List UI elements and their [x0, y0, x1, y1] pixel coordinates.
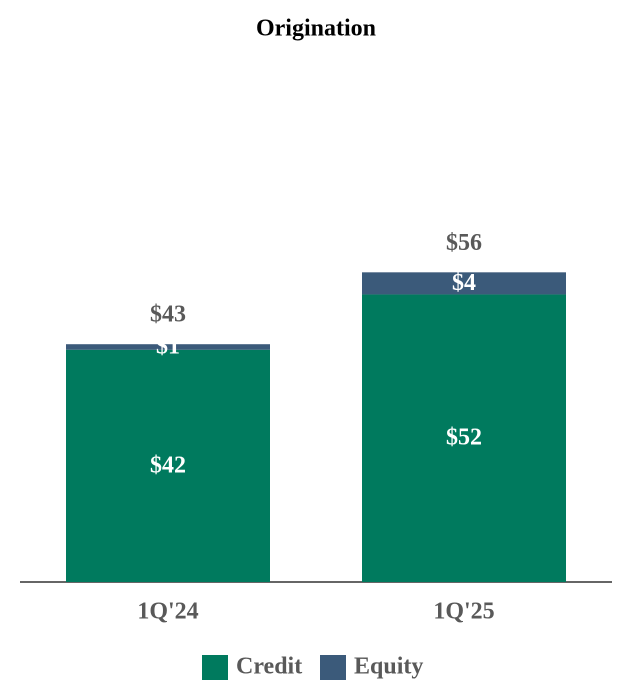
value-label: $1	[156, 333, 180, 359]
value-label: $4	[452, 270, 476, 296]
x-tick-label: 1Q'25	[433, 599, 494, 625]
legend-label: Credit	[236, 654, 302, 680]
x-tick-label: 1Q'24	[137, 599, 198, 625]
chart-title: Origination	[256, 16, 376, 42]
bar-segment	[362, 294, 566, 582]
value-label: $52	[446, 425, 482, 451]
legend-label: Equity	[354, 654, 423, 680]
bar-segment	[66, 349, 270, 582]
total-label: $56	[446, 230, 482, 256]
legend-swatch	[320, 655, 346, 680]
legend-swatch	[202, 655, 228, 680]
bar-segment	[362, 272, 566, 295]
total-label: $43	[150, 302, 186, 328]
bar-segment	[66, 344, 270, 350]
value-label: $42	[150, 452, 186, 478]
